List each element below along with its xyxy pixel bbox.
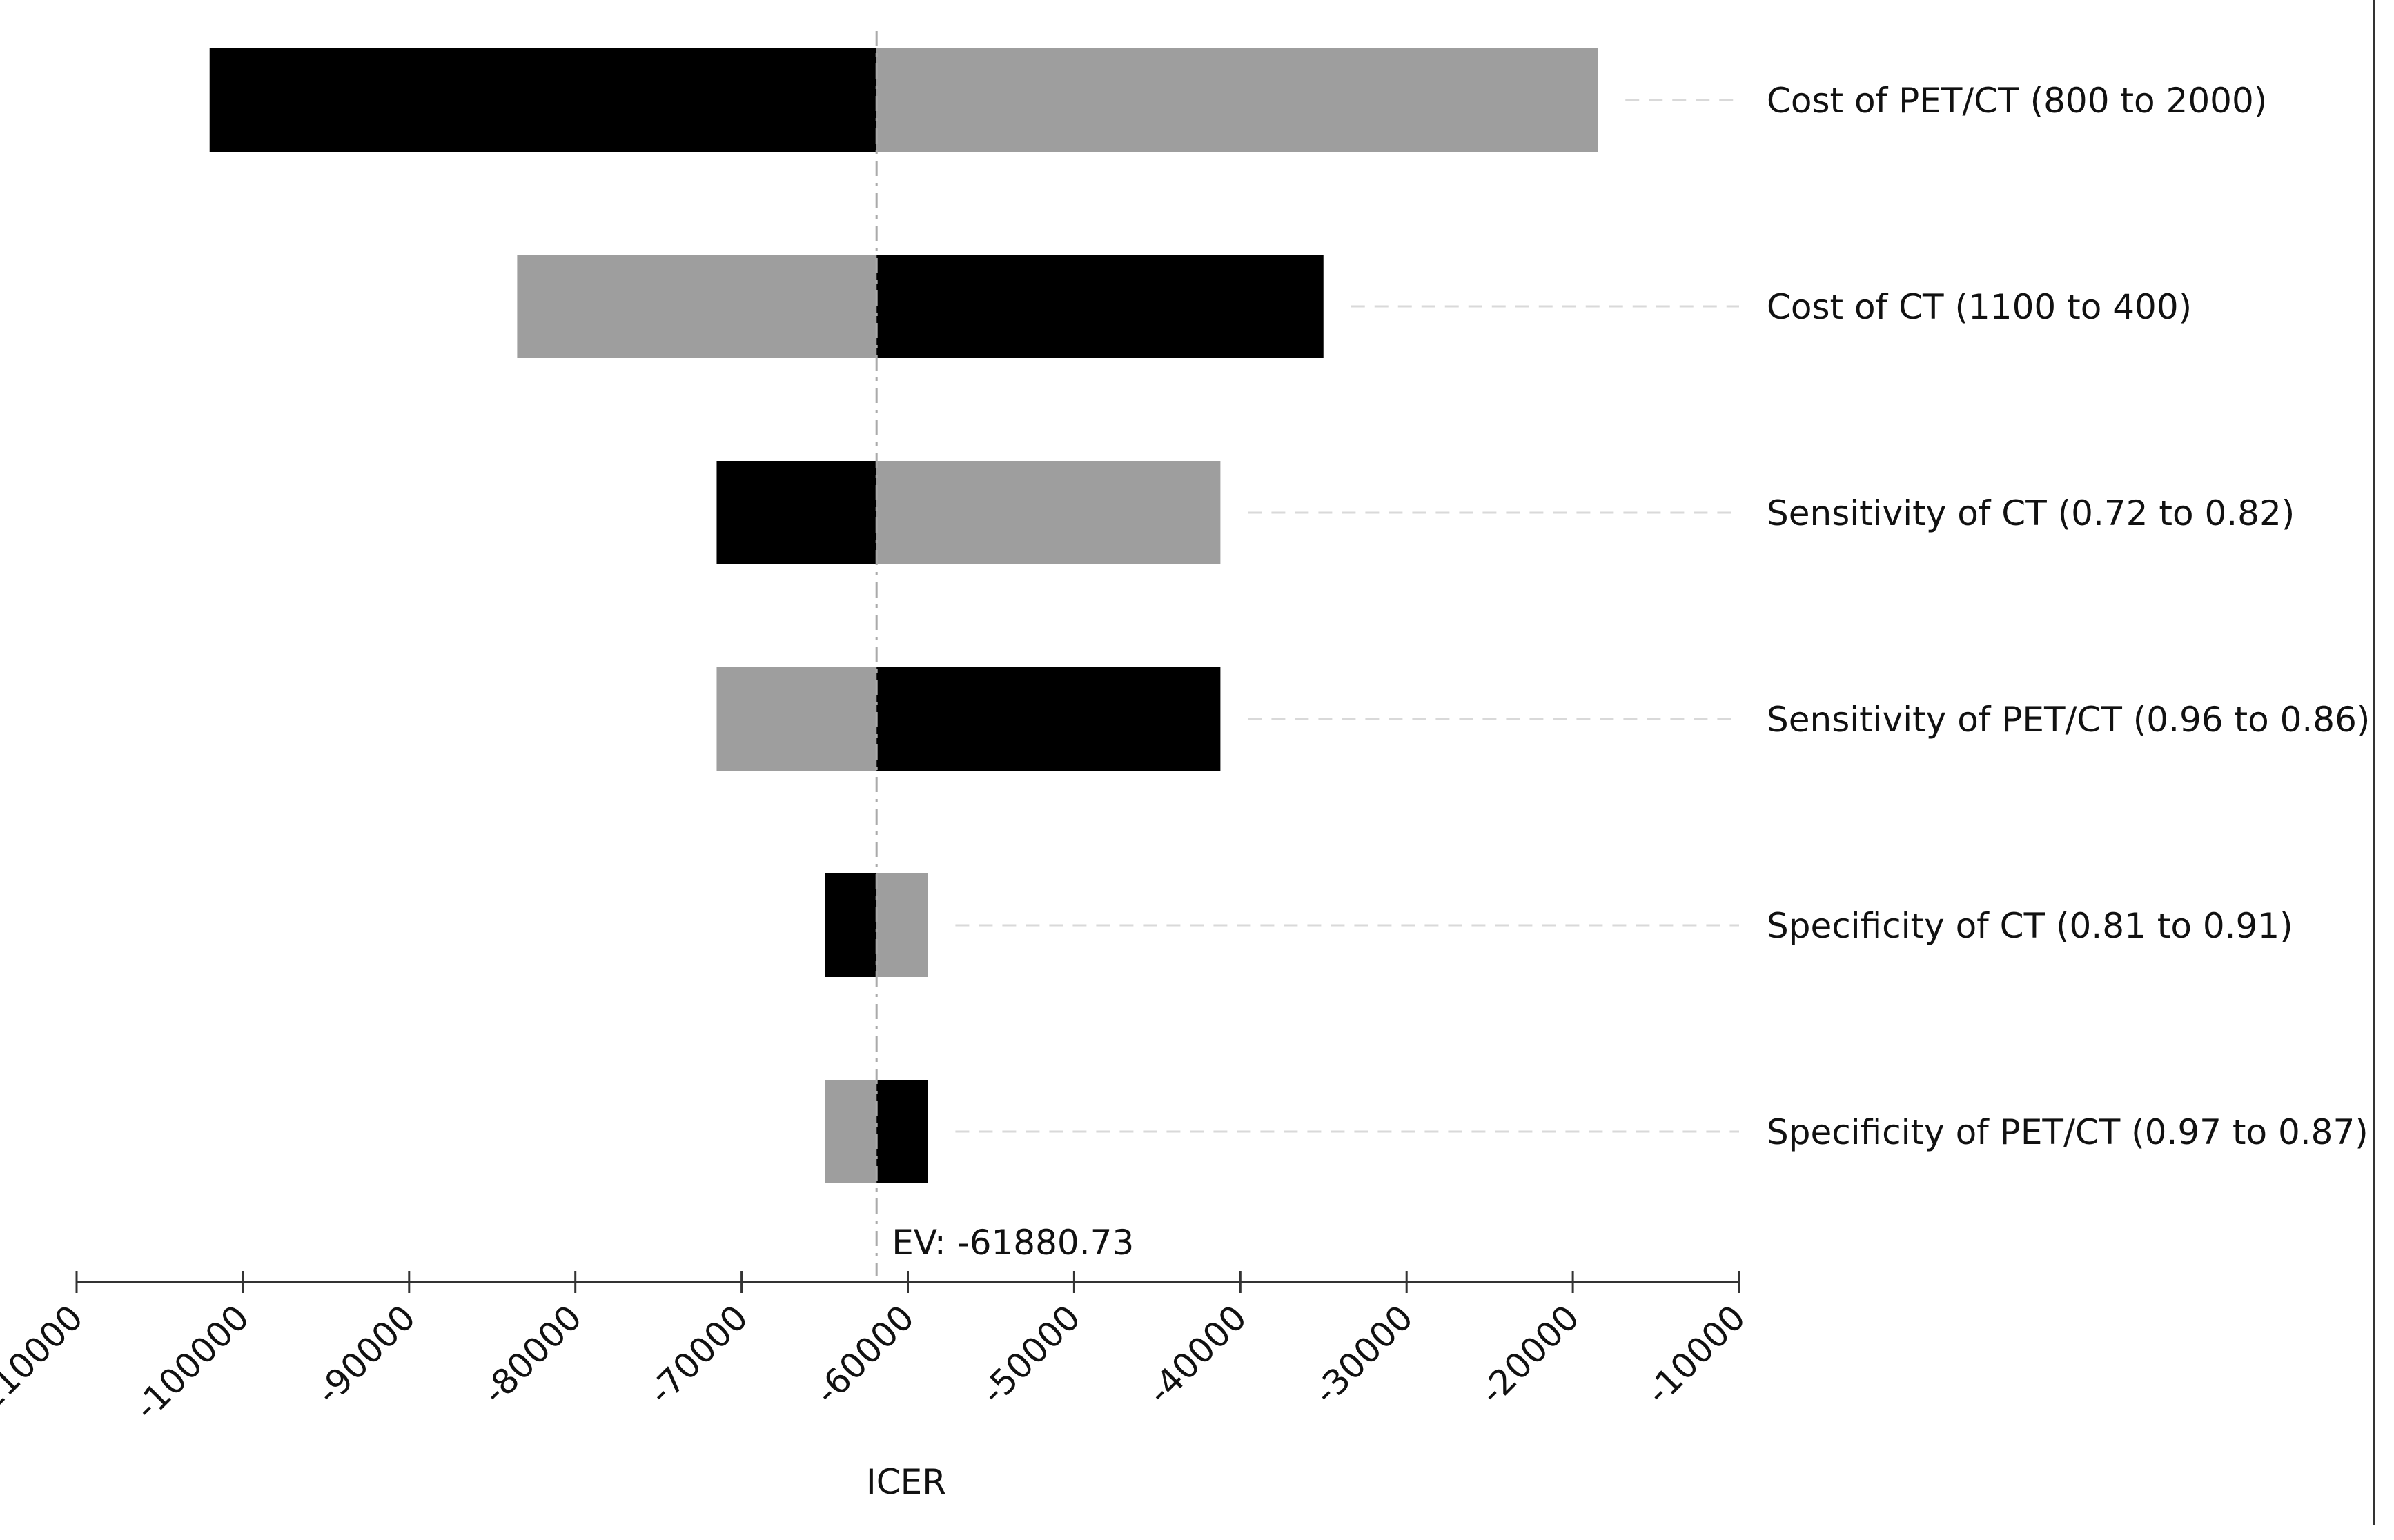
bar-label: Specificity of PET/CT (0.97 to 0.87)	[1767, 1112, 2368, 1152]
x-tick-label: -10000	[1638, 1297, 1753, 1412]
x-tick-label: -50000	[974, 1297, 1088, 1412]
bar-low-segment	[825, 1080, 877, 1183]
x-tick-label: -20000	[1472, 1297, 1587, 1412]
bar-high-segment	[876, 1080, 928, 1183]
bar-low-segment	[716, 461, 877, 564]
bar-low-segment	[517, 255, 877, 358]
x-tick-labels: -110000 -100000 -90000 -80000 -70000 -60000 -5…	[0, 1297, 1753, 1428]
bar-low-segment	[825, 873, 877, 977]
ev-label: EV: -61880.73	[892, 1223, 1134, 1263]
bar-high-segment	[876, 667, 1221, 771]
x-tick-label: -60000	[807, 1297, 922, 1412]
guide-lines	[955, 99, 1739, 1133]
bar-high-segment	[876, 873, 928, 977]
bar-low-segment	[716, 667, 877, 771]
bar-label: Sensitivity of PET/CT (0.96 to 0.86)	[1767, 700, 2370, 740]
x-tick-label: -30000	[1306, 1297, 1420, 1412]
bar-labels: Cost of PET/CT (800 to 2000) Cost of CT (…	[1767, 81, 2370, 1152]
x-axis-title: ICER	[866, 1462, 946, 1502]
bar-high-segment	[876, 461, 1221, 564]
bar-low-segment	[209, 48, 877, 152]
bars	[209, 48, 1598, 1183]
x-tick-label: -70000	[641, 1297, 756, 1412]
bar-label: Specificity of CT (0.81 to 0.91)	[1767, 906, 2293, 946]
bar-label: Cost of CT (1100 to 400)	[1767, 287, 2192, 327]
x-tick-label: -100000	[127, 1297, 257, 1428]
bar-label: Cost of PET/CT (800 to 2000)	[1767, 81, 2267, 121]
x-tick-label: -40000	[1140, 1297, 1255, 1412]
x-ticks	[75, 1271, 1740, 1293]
bar-high-segment	[876, 255, 1324, 358]
x-tick-label: -90000	[308, 1297, 423, 1412]
x-tick-label: -80000	[475, 1297, 589, 1412]
bar-label: Sensitivity of CT (0.72 to 0.82)	[1767, 493, 2295, 533]
bar-high-segment	[876, 48, 1598, 152]
x-tick-label: -110000	[0, 1297, 90, 1428]
